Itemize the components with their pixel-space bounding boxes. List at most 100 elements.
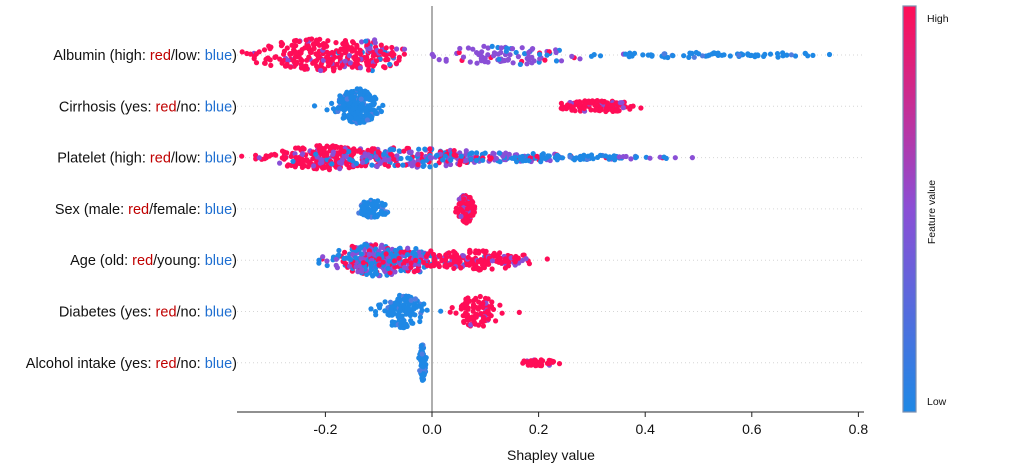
shap-point [306, 54, 312, 60]
shap-point [446, 250, 452, 256]
shap-point [369, 260, 375, 266]
colorbar-title: Feature value [926, 180, 938, 244]
shap-point [577, 56, 583, 62]
shap-point [325, 50, 331, 56]
shap-point [633, 154, 640, 160]
shap-point [378, 208, 384, 214]
shap-point [497, 302, 503, 308]
shap-point [304, 66, 310, 72]
shap-point [485, 316, 491, 322]
shap-point [460, 54, 467, 60]
shap-point [570, 104, 576, 110]
shap-point [775, 54, 781, 60]
shap-point [638, 105, 644, 111]
shap-point [513, 49, 519, 56]
shap-point [401, 296, 407, 302]
shap-point [480, 300, 486, 306]
shap-point [294, 59, 300, 66]
shap-point [341, 255, 347, 261]
shap-point [473, 157, 480, 163]
shap-point [481, 318, 487, 324]
shap-point [268, 152, 274, 158]
shap-point [745, 51, 751, 57]
shap-point [377, 160, 383, 166]
shap-point [512, 259, 518, 265]
shap-point [474, 60, 480, 66]
shap-point [520, 360, 526, 366]
shap-point [397, 307, 403, 313]
shap-point [469, 204, 475, 210]
shap-point [427, 154, 433, 160]
shap-point [456, 49, 462, 56]
shap-point [527, 55, 533, 61]
shap-point [480, 323, 486, 329]
shap-point [337, 166, 343, 172]
beeswarm-points [239, 36, 833, 383]
shap-point [385, 247, 391, 253]
shap-point [422, 146, 428, 152]
shap-point [464, 200, 471, 206]
shap-point [396, 255, 402, 261]
shap-point [517, 61, 524, 67]
shap-point [338, 147, 344, 153]
shap-point [355, 269, 361, 275]
shap-point [326, 165, 332, 171]
shap-point [493, 318, 499, 324]
shap-point [520, 158, 526, 164]
shap-point [385, 265, 391, 272]
shap-point [354, 50, 360, 56]
shap-point [346, 46, 352, 52]
shap-point [727, 53, 733, 59]
shap-point [324, 258, 330, 264]
shap-point [589, 98, 596, 104]
colorbar-high-label: High [927, 13, 949, 25]
shap-point [403, 258, 409, 264]
shap-point [341, 102, 347, 109]
shap-point [810, 52, 816, 59]
shap-point [348, 115, 354, 121]
shap-point [346, 263, 353, 269]
shap-point [354, 61, 360, 68]
shap-point [329, 100, 335, 106]
shap-point [292, 54, 298, 60]
shap-point [296, 38, 302, 45]
shap-point [415, 267, 421, 273]
shap-point [293, 43, 299, 49]
shap-point [451, 258, 457, 264]
shap-point [359, 101, 366, 107]
feature-label: Age (old: red/young: blue) [70, 253, 237, 269]
shap-point [436, 263, 442, 269]
shap-point [371, 52, 377, 58]
shap-point [374, 271, 380, 277]
shap-point [354, 116, 361, 122]
shap-point [324, 262, 330, 269]
shap-point [339, 160, 345, 166]
shap-point [421, 260, 427, 266]
shap-point [316, 55, 322, 61]
shap-point [420, 364, 426, 370]
shap-point [489, 299, 495, 305]
shap-point [342, 58, 348, 64]
shap-point [620, 154, 626, 160]
shap-point [408, 264, 414, 270]
shap-point [603, 108, 609, 115]
shap-point [336, 252, 342, 258]
shap-point [485, 296, 491, 302]
x-axis: -0.2 0.0 0.2 0.4 0.6 0.8 Shapley value [237, 411, 868, 463]
shap-point [333, 40, 339, 46]
shap-point [354, 86, 360, 92]
shap-point [608, 107, 615, 113]
shap-point [409, 163, 415, 169]
shap-point [526, 158, 532, 164]
shap-point [247, 51, 254, 57]
shap-point [438, 308, 444, 314]
shap-point [691, 54, 697, 60]
shap-point [373, 242, 379, 248]
shap-point [442, 257, 449, 263]
shap-point [389, 44, 395, 51]
shap-point [439, 257, 445, 263]
shap-point [329, 49, 335, 56]
shap-point [458, 153, 464, 159]
shap-point [317, 148, 323, 154]
shap-point [585, 153, 591, 159]
